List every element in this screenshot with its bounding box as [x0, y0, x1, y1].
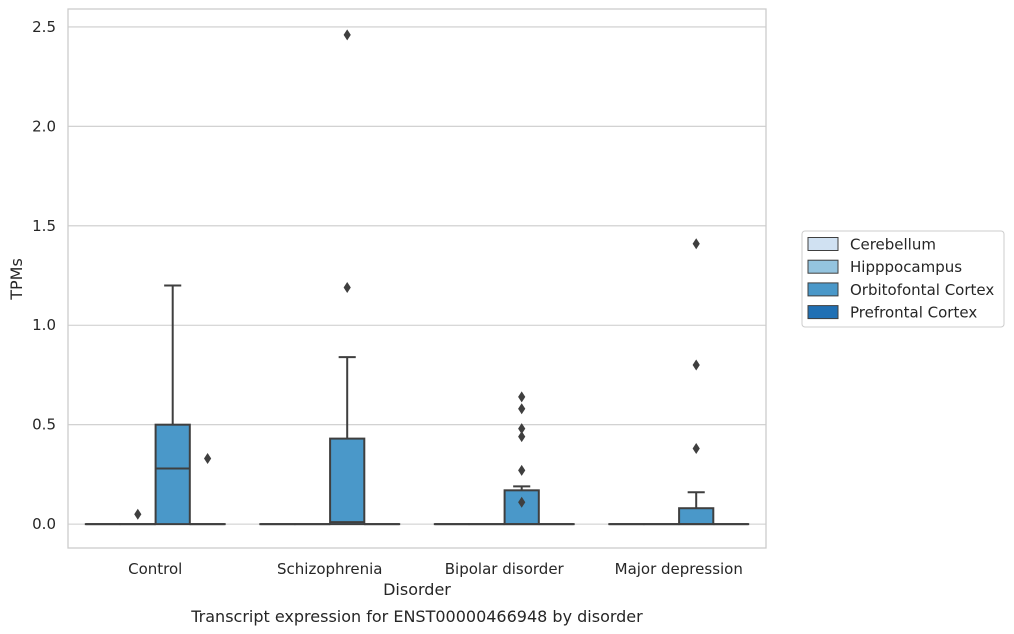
outlier-point: [518, 464, 526, 476]
outlier-point: [518, 403, 526, 415]
box-3-2: [678, 238, 715, 526]
y-axis: 0.0 0.5 1.0 1.5 2.0 2.5: [32, 18, 56, 533]
legend-label: Prefrontal Cortex: [850, 304, 977, 322]
chart-caption: Transcript expression for ENST0000046694…: [190, 607, 643, 626]
box-iqr: [154, 423, 191, 526]
legend-frame: [801, 230, 1005, 328]
legend-swatch: [807, 237, 839, 251]
x-tick-label: Schizophrenia: [277, 560, 382, 578]
plot-area: [84, 29, 750, 526]
y-tick-label: 1.0: [32, 316, 56, 334]
outlier-point: [692, 359, 700, 371]
outlier-point: [204, 452, 212, 464]
legend-label: Cerebellum: [850, 236, 936, 254]
x-tick-label: Major depression: [615, 560, 743, 578]
box-iqr: [329, 437, 366, 526]
outlier-point: [518, 423, 526, 435]
outlier-point: [343, 29, 351, 41]
y-axis-label: TPMs: [7, 258, 26, 301]
y-tick-label: 0.0: [32, 515, 56, 533]
outlier-point: [692, 238, 700, 250]
legend-swatch: [807, 305, 839, 320]
y-tick-label: 1.5: [32, 217, 56, 235]
legend-label: Hipppocampus: [850, 258, 962, 276]
legend-label: Orbitofontal Cortex: [850, 281, 994, 299]
x-tick-label: Control: [128, 560, 182, 578]
box-0-3: [189, 452, 226, 526]
y-tick-label: 0.5: [32, 416, 56, 434]
outlier-point: [134, 508, 142, 520]
y-tick-label: 2.5: [32, 18, 56, 36]
outlier-point: [518, 431, 526, 443]
box-iqr: [678, 507, 715, 526]
y-tick-label: 2.0: [32, 117, 56, 135]
legend: Cerebellum Hipppocampus Orbitofontal Corte…: [801, 230, 1005, 328]
outlier-point: [518, 496, 526, 508]
x-tick-label: Bipolar disorder: [445, 560, 565, 578]
outlier-point: [518, 391, 526, 403]
legend-swatch: [807, 282, 839, 297]
box-1-2: [329, 29, 366, 526]
box-0-2: [154, 284, 191, 526]
plot-frame: [67, 8, 767, 549]
box-2-2: [503, 391, 540, 526]
outlier-point: [343, 281, 351, 293]
outlier-point: [692, 443, 700, 455]
legend-swatch: [807, 259, 839, 274]
x-axis: Control Schizophrenia Bipolar disorder Majo…: [128, 560, 743, 578]
x-axis-label: Disorder: [383, 580, 451, 599]
